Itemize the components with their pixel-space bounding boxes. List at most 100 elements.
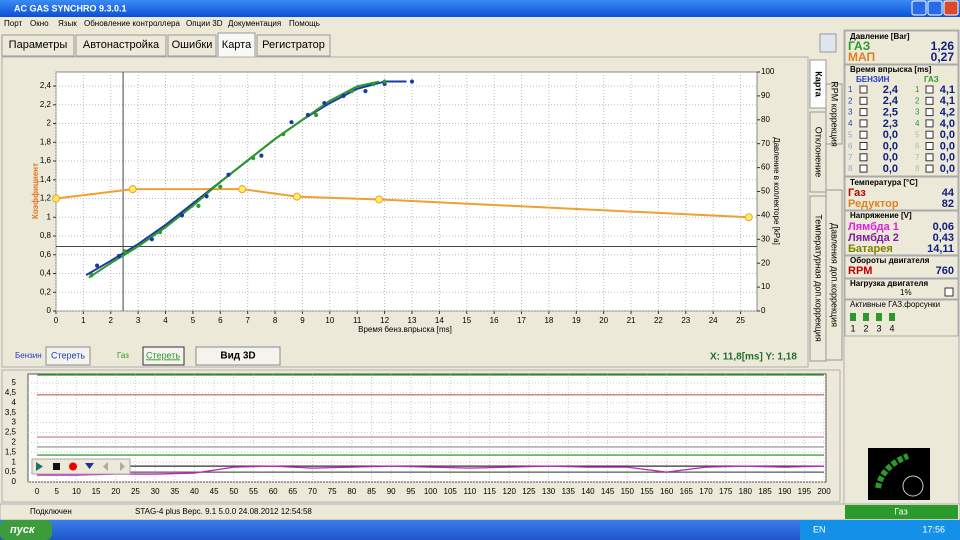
checkbox[interactable] [925,142,934,150]
button-label[interactable]: Стереть [146,350,180,360]
checkbox[interactable] [859,96,868,105]
button-label[interactable]: Стереть [51,350,85,360]
cylinder-number: 7 [848,153,853,162]
cylinder-number: 1 [915,85,920,94]
temperature-box [844,176,959,211]
play-button[interactable] [36,462,43,471]
checkbox[interactable] [859,130,868,139]
y-tick-label: 0,4 [40,269,52,278]
minimize-button[interactable] [911,0,927,16]
start-button[interactable] [0,520,52,540]
data-point [382,79,387,84]
x-tick-label: 155 [640,487,654,496]
tab[interactable] [75,34,167,57]
checkbox[interactable] [944,287,954,297]
petrol-time: 0,0 [883,129,898,141]
clear-petrol-button[interactable] [45,346,91,366]
gas-time: 0,0 [940,140,955,152]
close-button[interactable] [943,0,959,16]
y-tick-label: 0,8 [40,231,52,240]
fuel-gauge [868,448,930,500]
checkbox[interactable] [925,108,934,117]
checkbox[interactable] [859,153,868,162]
side-tab[interactable] [809,111,827,193]
marker-button[interactable] [85,463,94,469]
tab[interactable] [217,32,256,58]
checkbox[interactable] [859,85,868,94]
checkbox[interactable] [925,85,934,94]
checkbox[interactable] [859,119,868,128]
fuel-indicator [845,505,958,519]
checkbox[interactable] [925,130,934,139]
checkbox[interactable] [925,164,934,173]
y2-tick-label: 70 [761,139,770,148]
checkbox[interactable] [859,142,868,150]
tab-label[interactable]: Параметры [9,39,68,51]
side-tab-label[interactable]: Отклонение [814,127,824,178]
menu-item[interactable]: Обновление контроллера [84,19,180,28]
x-tick-label: 65 [288,487,297,496]
y-tick-label: 2,4 [40,81,52,90]
data-point [116,253,122,259]
side-tab-label[interactable]: Карта [814,71,824,97]
column-head: ГАЗ [924,75,939,84]
load-value: 1% [900,288,912,297]
checkbox[interactable] [925,96,934,105]
voltage-box [844,210,959,256]
forward-button[interactable] [120,462,125,471]
checkbox[interactable] [859,164,868,173]
x-tick-label: 115 [483,487,496,496]
side-tab-label[interactable]: Температурная доп.коррекция [814,214,824,342]
x-tick-label: 4 [163,316,168,325]
y-tick-label: 1,2 [40,194,52,203]
view-3d-button[interactable] [195,346,281,366]
tab-label[interactable]: Ошибки [172,39,213,51]
x-tick-label: 35 [170,487,179,496]
clear-gas-button[interactable] [142,346,185,366]
section-title: Напряжение [V] [850,211,912,220]
x-tick-label: 120 [503,487,517,496]
y-tick-label: 3,5 [5,408,17,417]
back-button[interactable] [103,462,108,471]
y-tick-label: 0,2 [40,287,52,296]
menu-item[interactable]: Помощь [289,19,320,28]
checkbox[interactable] [859,108,868,117]
cylinder-number: 5 [848,130,853,139]
cylinder-number: 5 [915,130,920,139]
menu-item[interactable]: Язык [58,19,77,28]
tab[interactable] [167,34,217,57]
x-tick-label: 19 [572,316,581,325]
menu-item[interactable]: Окно [30,19,49,28]
menu-item[interactable]: Документация [228,19,281,28]
y2-tick-label: 60 [761,163,770,172]
side-tab-label[interactable]: Давления доп.коррекция [830,223,840,327]
checkbox[interactable] [925,119,934,128]
tab[interactable] [256,34,331,57]
window-title: AC GAS SYNCHRO 9.3.0.1 [14,3,127,13]
y-axis-label: Коэффициент [31,163,40,219]
status-state: Подключен [30,507,72,516]
start-label[interactable]: пуск [10,524,36,536]
stop-button[interactable] [53,463,60,470]
button-label[interactable]: Вид 3D [220,351,255,362]
petrol-time: 0,0 [883,140,898,152]
maximize-button[interactable] [927,0,943,16]
menu-item[interactable]: Порт [4,19,22,28]
menu-item[interactable]: Опции 3D [186,19,223,28]
data-point [371,81,376,87]
tab[interactable] [1,34,75,57]
x-tick-label: 12 [380,316,389,325]
tab-label[interactable]: Регистратор [262,39,325,51]
petrol-time: 0,0 [883,152,898,164]
side-tab[interactable] [825,189,843,361]
record-button[interactable] [69,462,77,471]
checkbox[interactable] [925,153,934,162]
tab-label[interactable]: Карта [222,39,252,51]
gauge-switch[interactable] [902,475,924,497]
side-tab-label[interactable]: RPM коррекция [830,81,840,147]
tool-button[interactable] [819,33,837,53]
data-point [349,89,354,94]
data-point [218,184,223,189]
tab-label[interactable]: Автонастройка [83,39,160,51]
